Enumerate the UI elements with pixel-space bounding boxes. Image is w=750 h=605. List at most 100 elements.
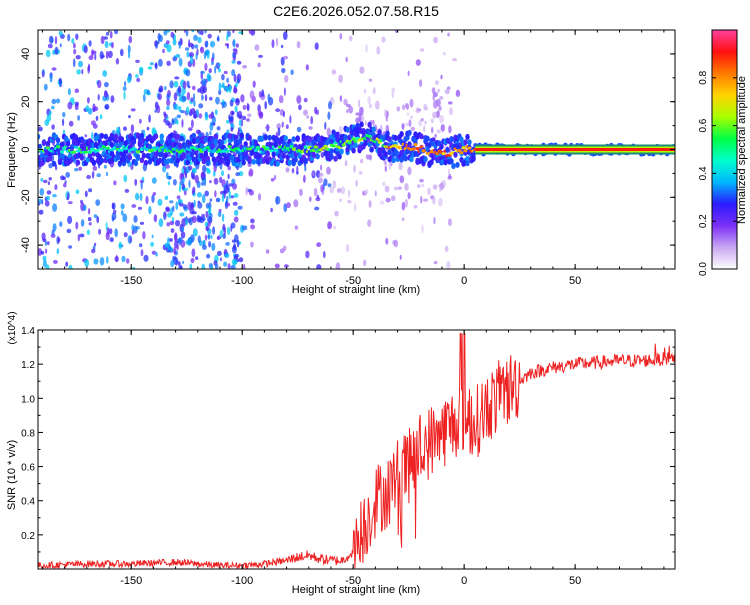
ridge-core: [351, 137, 356, 141]
noise-blob: [363, 259, 367, 267]
noise-blob: [340, 186, 346, 195]
noise-blob: [212, 226, 216, 235]
noise-blob: [93, 214, 98, 219]
noise-blob: [58, 30, 63, 36]
noise-blob: [452, 58, 457, 62]
noise-blob: [355, 112, 361, 116]
noise-blob: [285, 167, 290, 173]
noise-blob: [421, 224, 424, 234]
noise-blob: [128, 35, 133, 44]
band-blob: [267, 134, 272, 141]
noise-blob: [181, 119, 184, 128]
noise-blob: [124, 188, 130, 193]
noise-blob: [139, 66, 144, 72]
noise-blob: [75, 33, 79, 40]
noise-blob: [76, 69, 81, 75]
band-blob: [273, 141, 278, 148]
noise-blob: [164, 195, 169, 200]
noise-blob: [115, 58, 120, 65]
noise-blob: [233, 87, 238, 94]
ridge-core: [303, 145, 308, 149]
noise-blob: [423, 106, 429, 111]
noise-blob: [198, 113, 203, 119]
spectrogram-y-tick-label: -40: [20, 237, 32, 253]
noise-blob: [88, 55, 94, 61]
snr-y-tick-label: 1.2: [21, 360, 35, 371]
noise-blob: [178, 199, 183, 204]
noise-blob: [448, 125, 452, 134]
noise-blob: [258, 193, 261, 201]
noise-blob: [215, 96, 220, 105]
noise-blob: [139, 192, 143, 202]
noise-blob: [172, 39, 177, 46]
noise-blob: [166, 99, 171, 106]
noise-blob: [209, 40, 216, 48]
noise-blob: [270, 207, 273, 213]
noise-blob: [433, 261, 438, 265]
noise-blob: [209, 96, 213, 101]
noise-blob: [170, 246, 173, 253]
ridge-core: [205, 146, 210, 150]
noise-blob: [53, 259, 58, 264]
noise-blob: [49, 110, 52, 116]
noise-blob: [233, 74, 237, 83]
band-blob: [91, 160, 97, 166]
noise-blob: [270, 178, 275, 182]
noise-blob: [347, 189, 351, 198]
noise-blob: [94, 53, 97, 61]
noise-blob: [104, 40, 109, 49]
noise-blob: [447, 175, 452, 180]
noise-blob: [376, 46, 381, 55]
noise-blob: [58, 77, 62, 85]
snr-y-tick-label: 0.6: [21, 463, 35, 474]
noise-blob: [197, 235, 201, 244]
noise-blob: [237, 127, 240, 137]
noise-blob: [214, 190, 217, 198]
ridge-core: [83, 150, 88, 154]
noise-blob: [189, 108, 193, 115]
band-blob: [445, 146, 450, 153]
noise-blob: [178, 40, 181, 49]
noise-blob: [439, 114, 444, 124]
noise-blob: [164, 212, 167, 217]
noise-blob: [404, 198, 408, 208]
noise-blob: [181, 226, 185, 232]
band-blob: [219, 157, 224, 164]
band-blob: [281, 152, 286, 159]
noise-blob: [188, 127, 193, 131]
noise-blob: [148, 206, 152, 215]
noise-blob: [142, 231, 146, 240]
noise-blob: [246, 118, 250, 122]
noise-blob: [191, 190, 195, 195]
band-blob: [449, 136, 454, 143]
noise-blob: [42, 255, 47, 262]
noise-blob: [105, 222, 108, 231]
noise-blob: [372, 119, 375, 126]
noise-blob: [149, 62, 154, 66]
noise-blob: [407, 166, 412, 176]
band-blob: [159, 151, 164, 158]
noise-blob: [303, 174, 306, 183]
noise-blob: [406, 112, 410, 116]
noise-blob: [222, 233, 226, 239]
noise-blob: [218, 82, 222, 91]
noise-blob: [237, 205, 243, 210]
noise-blob: [347, 200, 352, 204]
noise-blob: [197, 36, 202, 44]
noise-blob: [123, 126, 127, 131]
noise-blob: [289, 115, 292, 124]
noise-blob: [154, 109, 157, 113]
noise-blob: [183, 187, 189, 191]
noise-blob: [245, 186, 248, 196]
noise-blob: [393, 186, 399, 191]
noise-blob: [310, 116, 314, 125]
noise-blob: [439, 96, 443, 100]
noise-blob: [190, 97, 194, 103]
ridge-core: [105, 146, 110, 150]
noise-blob: [375, 100, 380, 110]
noise-blob: [257, 62, 261, 68]
noise-blob: [408, 119, 412, 127]
band-blob: [403, 155, 408, 162]
noise-blob: [355, 180, 358, 187]
noise-blob: [190, 55, 194, 65]
